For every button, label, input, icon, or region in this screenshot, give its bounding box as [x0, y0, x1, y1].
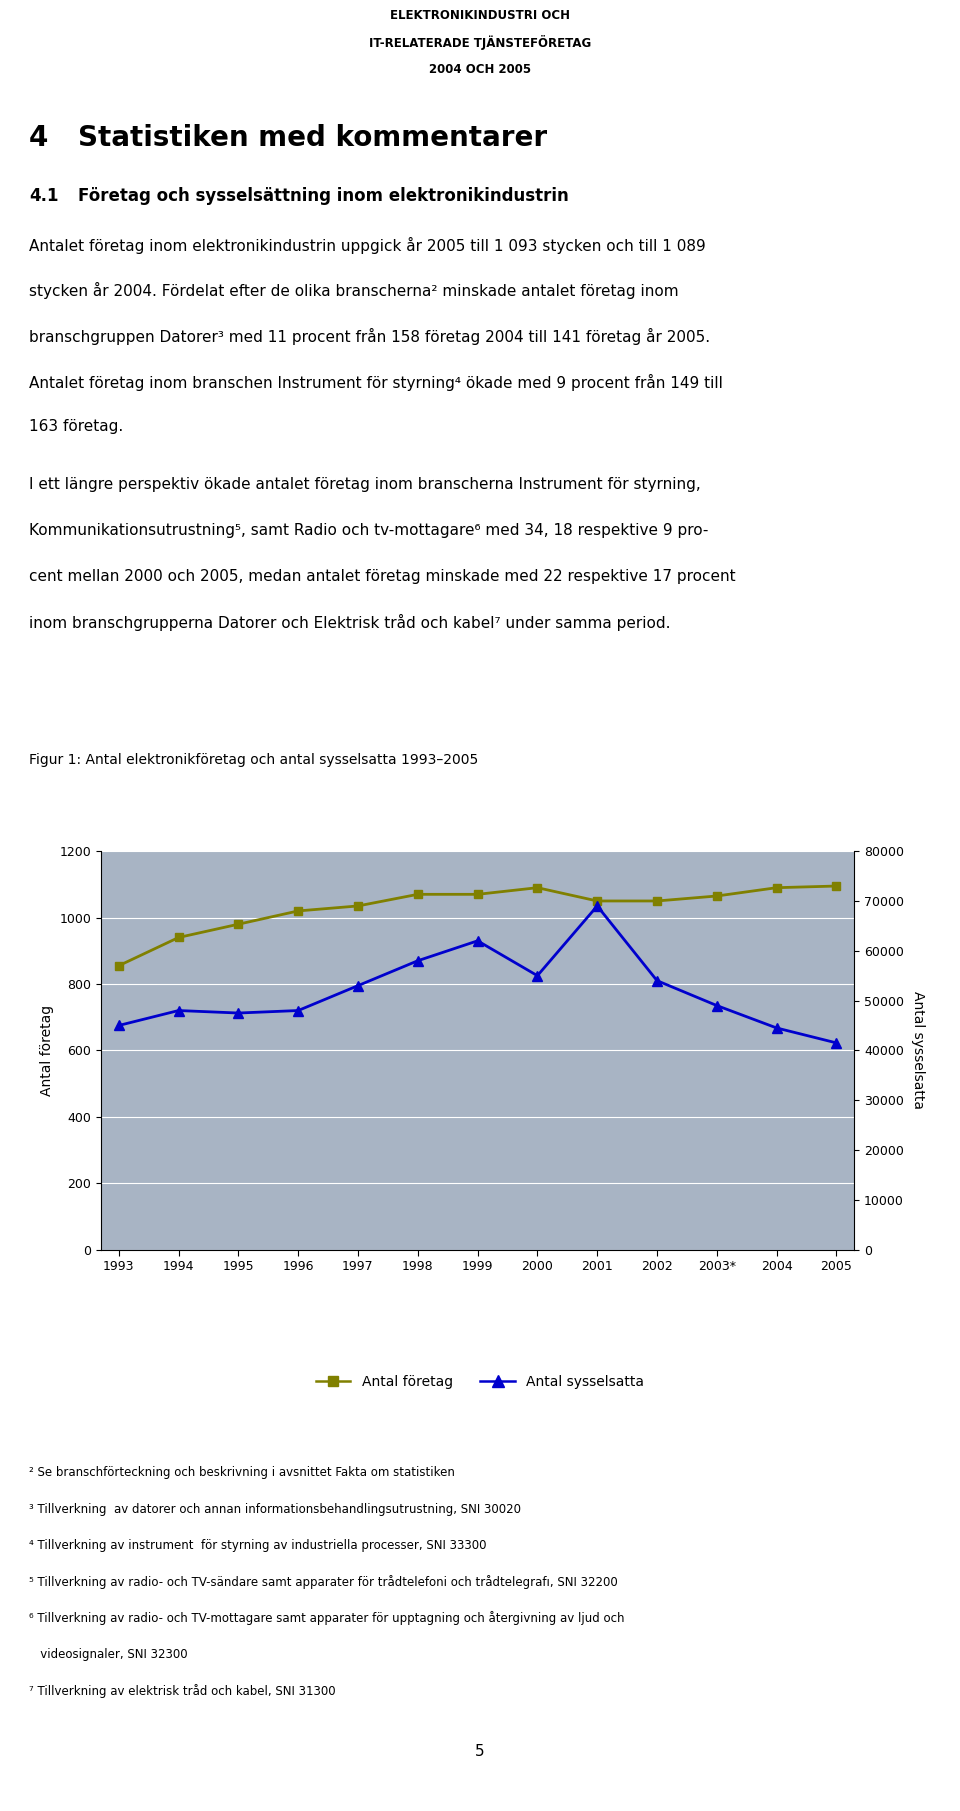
Antal företag [651, 889, 662, 911]
Text: Figur 1: Antal elektronikföretag och antal sysselsatta 1993–2005: Figur 1: Antal elektronikföretag och ant… [29, 753, 478, 766]
Y-axis label: Antal sysselsatta: Antal sysselsatta [911, 991, 924, 1110]
Text: Företag och sysselsättning inom elektronikindustrin: Företag och sysselsättning inom elektron… [79, 187, 569, 205]
Text: IT-RELATERADE TJÄNSTEFÖRETAG: IT-RELATERADE TJÄNSTEFÖRETAG [369, 34, 591, 49]
Antal sysselsatta [651, 971, 662, 992]
Antal företag [113, 954, 125, 976]
Text: 5: 5 [475, 1744, 485, 1758]
Antal företag [173, 927, 184, 949]
Text: Antalet företag inom elektronikindustrin uppgick år 2005 till 1 093 stycken och : Antalet företag inom elektronikindustrin… [29, 237, 706, 254]
Antal sysselsatta [771, 1018, 782, 1040]
Antal företag [830, 875, 842, 896]
Text: stycken år 2004. Fördelat efter de olika branscherna² minskade antalet företag i: stycken år 2004. Fördelat efter de olika… [29, 283, 679, 299]
Text: 2004 OCH 2005: 2004 OCH 2005 [429, 63, 531, 76]
Antal företag [232, 913, 244, 934]
Antal företag [711, 886, 723, 907]
Antal sysselsatta [232, 1001, 244, 1023]
Antal sysselsatta [471, 929, 483, 951]
Antal sysselsatta [591, 895, 603, 916]
Antal företag [532, 877, 543, 898]
Text: branschgruppen Datorer³ med 11 procent från 158 företag 2004 till 141 företag år: branschgruppen Datorer³ med 11 procent f… [29, 328, 710, 344]
Text: ³ Tillverkning  av datorer och annan informationsbehandlingsutrustning, SNI 3002: ³ Tillverkning av datorer och annan info… [29, 1503, 520, 1516]
Text: Antalet företag inom branschen Instrument för styrning⁴ ökade med 9 procent från: Antalet företag inom branschen Instrumen… [29, 373, 723, 391]
Text: ² Se branschförteckning och beskrivning i avsnittet Fakta om statistiken: ² Se branschförteckning och beskrivning … [29, 1467, 455, 1480]
Antal sysselsatta [173, 1000, 184, 1021]
Antal sysselsatta [113, 1014, 125, 1036]
Antal sysselsatta [352, 974, 364, 996]
Antal sysselsatta [293, 1000, 304, 1021]
Text: ⁴ Tillverkning av instrument  för styrning av industriella processer, SNI 33300: ⁴ Tillverkning av instrument för styrnin… [29, 1539, 487, 1552]
Text: ELEKTRONIKINDUSTRI OCH: ELEKTRONIKINDUSTRI OCH [390, 9, 570, 22]
Antal sysselsatta [412, 949, 423, 971]
Legend: Antal företag, Antal sysselsatta: Antal företag, Antal sysselsatta [310, 1369, 650, 1394]
Line: Antal sysselsatta: Antal sysselsatta [114, 902, 841, 1049]
Text: 4: 4 [29, 125, 48, 152]
Line: Antal företag: Antal företag [114, 882, 841, 971]
Text: ⁷ Tillverkning av elektrisk tråd och kabel, SNI 31300: ⁷ Tillverkning av elektrisk tråd och kab… [29, 1684, 335, 1699]
Antal sysselsatta [711, 994, 723, 1016]
Antal företag [352, 895, 364, 916]
Text: Statistiken med kommentarer: Statistiken med kommentarer [79, 125, 547, 152]
Text: 163 företag.: 163 företag. [29, 418, 123, 435]
Antal sysselsatta [532, 965, 543, 987]
Y-axis label: Antal företag: Antal företag [39, 1005, 54, 1096]
Antal företag [412, 884, 423, 906]
Antal företag [771, 877, 782, 898]
Text: 4.1: 4.1 [29, 187, 59, 205]
Text: videosignaler, SNI 32300: videosignaler, SNI 32300 [29, 1648, 187, 1661]
Text: Kommunikationsutrustning⁵, samt Radio och tv-mottagare⁶ med 34, 18 respektive 9 : Kommunikationsutrustning⁵, samt Radio oc… [29, 523, 708, 538]
Antal företag [591, 889, 603, 911]
Text: ⁵ Tillverkning av radio- och TV-sändare samt apparater för trådtelefoni och tråd: ⁵ Tillverkning av radio- och TV-sändare … [29, 1576, 617, 1590]
Text: inom branschgrupperna Datorer och Elektrisk tråd och kabel⁷ under samma period.: inom branschgrupperna Datorer och Elektr… [29, 614, 670, 632]
Text: ⁶ Tillverkning av radio- och TV-mottagare samt apparater för upptagning och åter: ⁶ Tillverkning av radio- och TV-mottagar… [29, 1612, 624, 1626]
Text: cent mellan 2000 och 2005, medan antalet företag minskade med 22 respektive 17 p: cent mellan 2000 och 2005, medan antalet… [29, 569, 735, 583]
Antal företag [471, 884, 483, 906]
Antal företag [293, 900, 304, 922]
Text: I ett längre perspektiv ökade antalet företag inom branscherna Instrument för st: I ett längre perspektiv ökade antalet fö… [29, 478, 701, 493]
Antal sysselsatta [830, 1032, 842, 1054]
